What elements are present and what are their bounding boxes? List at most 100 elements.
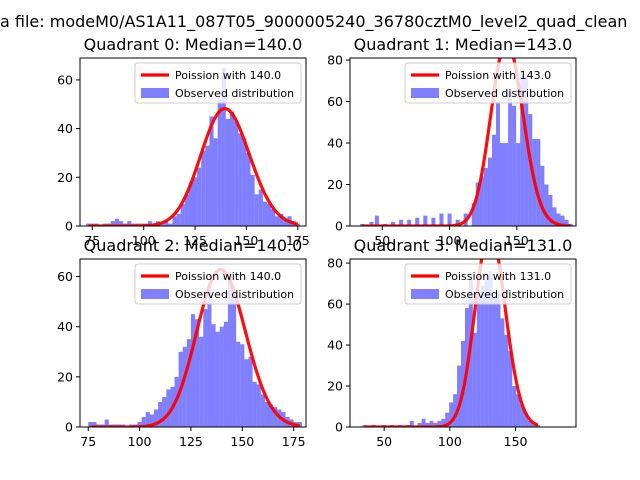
x-tick-label: 125	[179, 434, 203, 449]
histogram-bar	[504, 143, 509, 226]
x-tick-label: 100	[438, 233, 462, 248]
histogram-bar	[409, 420, 414, 427]
histogram-bar	[479, 176, 484, 226]
histogram-bar	[168, 223, 173, 226]
histogram-bar	[262, 201, 267, 226]
x-tick-label: 75	[80, 434, 96, 449]
histogram-bar	[207, 286, 212, 427]
y-tick-label: 0	[335, 219, 343, 234]
histogram-bar	[223, 321, 228, 427]
histogram-bar	[219, 326, 224, 427]
x-tick-label: 150	[234, 233, 258, 248]
histogram-bar	[201, 150, 206, 226]
histogram-bar	[279, 213, 284, 226]
legend-box	[404, 62, 572, 104]
histogram-bar	[453, 394, 458, 427]
legend-box	[134, 263, 302, 305]
histogram-bar	[520, 74, 525, 226]
axes-title: Quadrant 3: Median=131.0	[354, 236, 573, 255]
axes-title: Quadrant 1: Median=143.0	[354, 35, 573, 54]
subplot-2: 75 100 125 150 175 0 20 40 60 Quadrant 2: Median=…	[57, 236, 307, 449]
subplot-0: 75 100 125 150 175 0 20 40 60 Quadrant 0: Median=…	[57, 35, 310, 248]
histogram-bar	[472, 332, 477, 427]
histogram-bar	[256, 384, 261, 427]
histogram-bar	[433, 422, 438, 427]
histogram-bar	[516, 143, 521, 226]
histogram-bar	[114, 218, 120, 226]
legend-label-poisson: Poission with 131.0	[445, 270, 551, 283]
plot-area	[362, 259, 540, 427]
histogram-bar	[528, 114, 533, 226]
y-tick-label: 80	[327, 256, 343, 271]
histogram-bar	[500, 318, 505, 427]
histogram-bar	[528, 420, 532, 427]
histogram-bar	[457, 365, 462, 427]
x-tick-label: 150	[504, 434, 528, 449]
axes-frame	[349, 258, 577, 428]
histogram-bar	[195, 319, 200, 427]
histogram-bar	[229, 111, 235, 226]
histogram-bar	[374, 215, 379, 226]
histogram-bar	[242, 138, 247, 226]
axes-frame	[79, 57, 307, 227]
histogram-bar	[512, 386, 517, 427]
poisson-curve	[361, 58, 571, 226]
x-tick-label: 125	[183, 233, 207, 248]
histogram-bar	[548, 194, 553, 226]
histogram-bar	[209, 116, 214, 226]
x-tick-label: 150	[505, 233, 529, 248]
x-tick-label: 175	[282, 434, 306, 449]
histogram-bar	[415, 217, 420, 226]
histogram-bar	[86, 223, 91, 226]
plot-area	[86, 67, 300, 226]
histogram-bar	[203, 309, 208, 427]
histogram-bar	[423, 215, 428, 226]
legend-label-poisson: Poission with 140.0	[175, 270, 281, 283]
legend-label-observed: Observed distribution	[445, 87, 564, 100]
histogram-bar	[145, 411, 150, 427]
histogram-bar	[190, 314, 196, 427]
histogram-bar	[92, 421, 97, 427]
histogram-bar	[475, 182, 480, 226]
y-tick-label: 60	[327, 94, 343, 109]
histogram-bar	[227, 274, 233, 427]
y-tick-label: 20	[327, 379, 343, 394]
histogram-bar	[429, 420, 434, 427]
histogram-bar	[556, 213, 561, 226]
histogram-bar	[295, 223, 300, 226]
histogram-bar	[164, 221, 169, 226]
histogram-bar	[137, 421, 142, 427]
histogram-bar	[399, 219, 404, 226]
y-tick-label: 40	[327, 338, 343, 353]
histogram-bar	[273, 406, 278, 427]
histogram-bar	[147, 221, 152, 226]
histogram-bar	[508, 351, 513, 427]
histogram-bar	[153, 409, 159, 427]
histogram-bar	[234, 121, 239, 226]
histogram-bar	[447, 213, 452, 226]
histogram-bar	[455, 219, 460, 226]
histogram-bar	[283, 218, 288, 226]
histogram-bar	[158, 401, 163, 427]
histogram-bar	[520, 404, 525, 427]
histogram-bar	[119, 221, 124, 226]
x-tick-label: 50	[376, 434, 392, 449]
x-tick-label: 100	[132, 233, 156, 248]
x-tick-label: 100	[128, 434, 152, 449]
histogram-bar	[552, 207, 557, 226]
histogram-bar	[441, 418, 446, 427]
legend-label-observed: Observed distribution	[445, 288, 564, 301]
histogram-bar	[250, 174, 255, 226]
histogram-bar	[110, 221, 115, 226]
histogram-bar	[524, 76, 529, 226]
histogram-bar	[160, 223, 165, 226]
histogram-bar	[240, 344, 245, 427]
histogram-bar	[449, 402, 454, 427]
histogram-bar	[480, 285, 485, 427]
histogram-bar	[186, 339, 191, 427]
histogram-bar	[445, 412, 450, 427]
y-tick-label: 80	[327, 53, 343, 68]
figure-suptitle: a file: modeM0/AS1A11_087T05_9000005240_…	[0, 12, 628, 31]
histogram-bar	[184, 194, 189, 226]
